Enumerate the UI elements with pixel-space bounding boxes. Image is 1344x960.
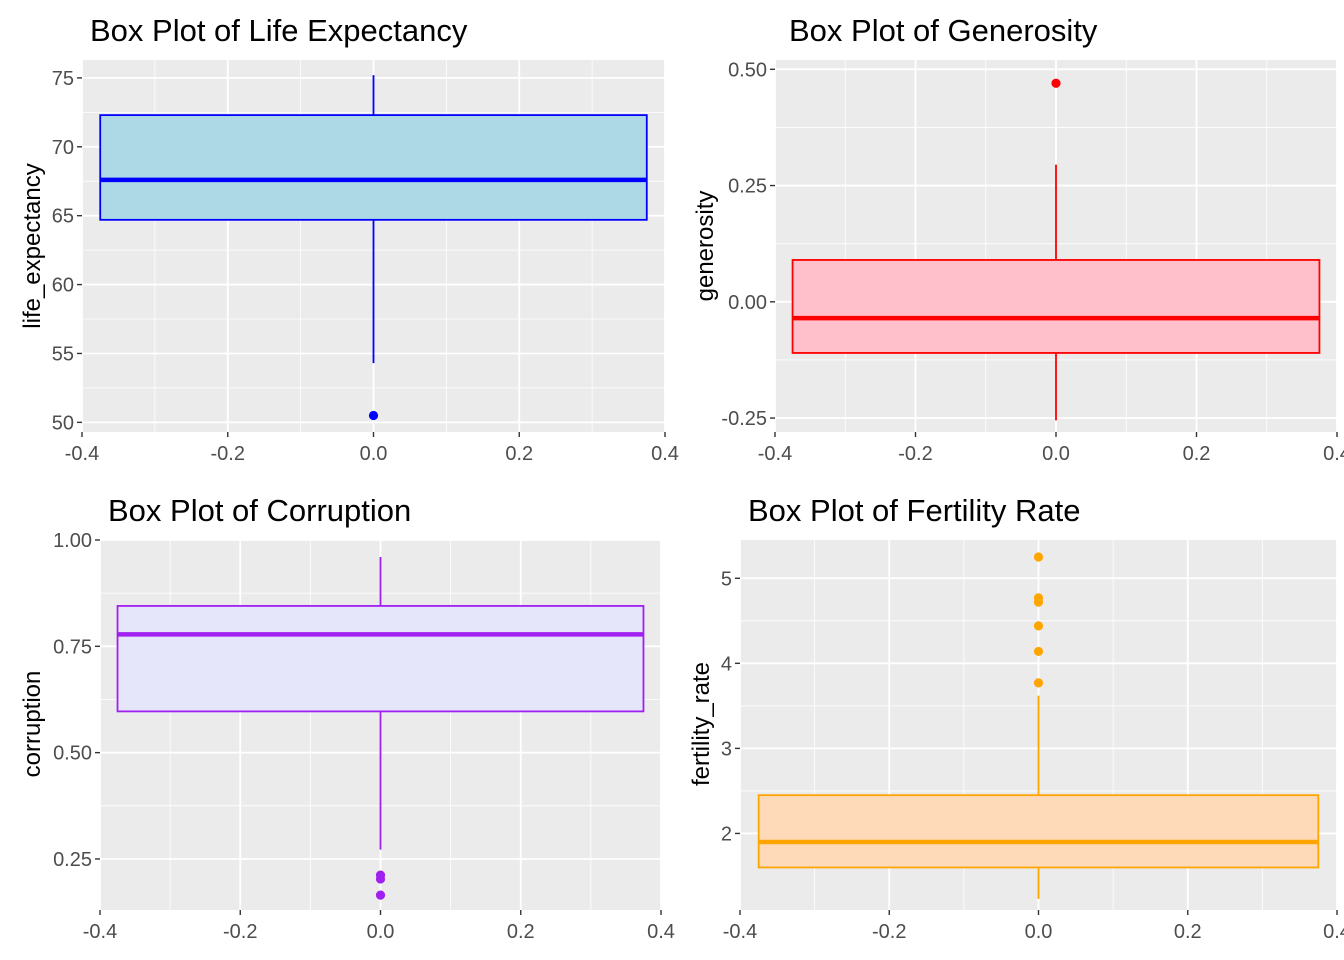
plot-area: -0.4 -0.2 0.0 0.2 0.4 -0.25 0.00 0.25 0.50 [721, 59, 1344, 465]
x-tick-label: -0.4 [83, 921, 117, 943]
x-tick-label: 0.2 [1183, 443, 1211, 465]
box-iqr [791, 259, 1321, 354]
outlier-point [375, 874, 386, 884]
x-tick-label: 0.2 [505, 443, 533, 465]
y-tick-label: 75 [52, 68, 74, 90]
box-iqr [116, 605, 645, 713]
x-tick-label: 0.0 [367, 921, 395, 943]
outlier-point [1033, 597, 1044, 607]
x-tick-label: 0.0 [360, 443, 388, 465]
x-tick-label: -0.4 [723, 921, 757, 943]
panel-corruption: Box Plot of Corruption corruption -0.4 -0… [19, 493, 675, 943]
y-tick-label: 0.00 [728, 292, 767, 314]
y-tick-label: 50 [52, 412, 74, 434]
y-axis-label: corruption [19, 671, 46, 778]
panel-generosity: Box Plot of Generosity generosity -0.4 -0… [692, 13, 1344, 465]
y-tick-label: 0.50 [53, 743, 92, 765]
x-tick-label: 0.2 [507, 921, 535, 943]
outlier-point [1051, 78, 1061, 88]
x-tick-label: -0.2 [211, 443, 245, 465]
plot-area: -0.4 -0.2 0.0 0.2 0.4 2 3 4 5 [721, 540, 1344, 943]
y-tick-label: 0.25 [53, 849, 92, 871]
outlier-point [1033, 621, 1044, 631]
panel-life-expectancy: Box Plot of Life Expectancy life_expecta… [19, 13, 679, 465]
outlier-point [375, 890, 386, 900]
y-tick-label: 70 [52, 137, 74, 159]
y-tick-label: 3 [721, 738, 732, 760]
chart-title: Box Plot of Corruption [108, 493, 411, 528]
plot-area: -0.4 -0.2 0.0 0.2 0.4 50 55 60 65 70 75 [52, 60, 679, 465]
x-tick-label: 0.0 [1042, 443, 1070, 465]
x-tick-label: 0.4 [1323, 443, 1344, 465]
y-axis-label: fertility_rate [688, 662, 715, 786]
y-axis-label: life_expectancy [19, 163, 46, 328]
y-axis-label: generosity [692, 191, 719, 302]
x-tick-label: -0.2 [898, 443, 932, 465]
y-tick-label: 0.50 [728, 59, 767, 81]
outlier-point [1033, 552, 1044, 562]
y-tick-label: 60 [52, 275, 74, 297]
x-tick-label: -0.2 [872, 921, 906, 943]
plot-area: -0.4 -0.2 0.0 0.2 0.4 0.25 0.50 0.75 1.00 [53, 530, 675, 943]
chart-title: Box Plot of Fertility Rate [748, 493, 1081, 528]
y-tick-label: 5 [721, 568, 732, 590]
y-tick-label: 4 [721, 653, 732, 675]
chart-title: Box Plot of Generosity [789, 13, 1098, 48]
x-tick-label: -0.4 [758, 443, 792, 465]
panel-fertility-rate: Box Plot of Fertility Rate fertility_rat… [688, 493, 1344, 943]
chart-title: Box Plot of Life Expectancy [90, 13, 468, 48]
x-tick-label: -0.4 [65, 443, 99, 465]
box-iqr [99, 114, 648, 221]
y-tick-label: 65 [52, 206, 74, 228]
outlier-point [1033, 646, 1044, 657]
y-tick-label: 1.00 [53, 530, 92, 552]
x-tick-label: 0.4 [651, 443, 679, 465]
y-tick-label: -0.25 [721, 408, 767, 430]
x-tick-label: 0.0 [1025, 921, 1053, 943]
y-tick-label: 0.75 [53, 636, 92, 658]
x-tick-label: 0.4 [647, 921, 675, 943]
box-iqr [757, 794, 1320, 869]
x-tick-label: 0.2 [1174, 921, 1202, 943]
outlier-point [368, 410, 379, 421]
x-tick-label: -0.2 [223, 921, 257, 943]
y-tick-label: 0.25 [728, 176, 767, 198]
y-tick-label: 2 [721, 823, 732, 845]
y-tick-label: 55 [52, 343, 74, 365]
outlier-point [1033, 678, 1044, 688]
x-tick-label: 0.4 [1323, 921, 1344, 943]
